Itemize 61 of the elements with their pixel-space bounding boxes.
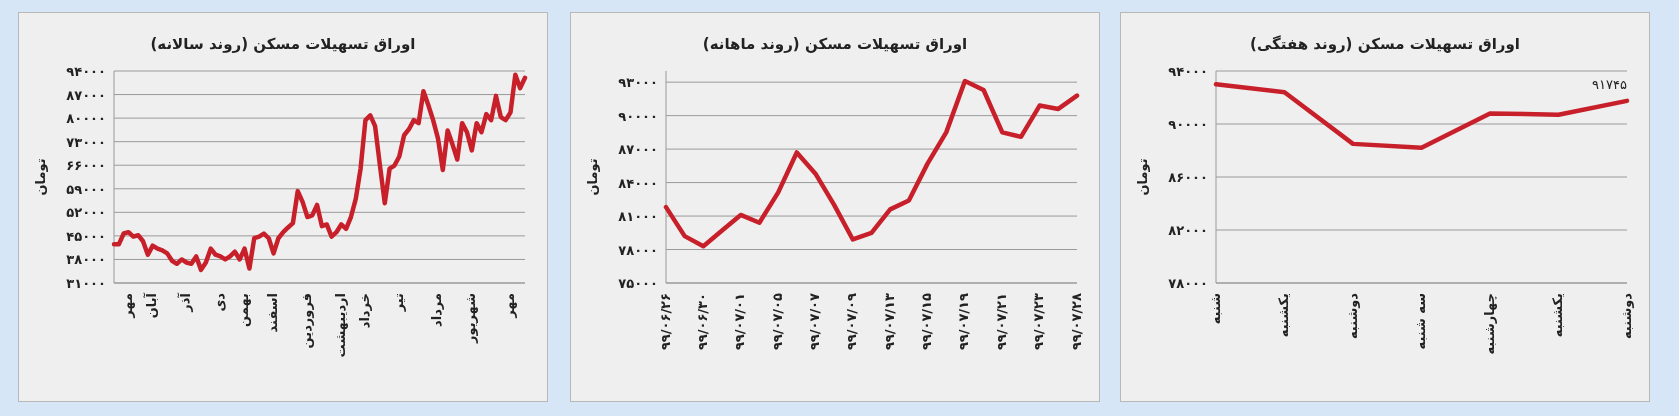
y-axis-title: تومان [1135, 158, 1150, 196]
x-tick-label: دوشنبه [1618, 292, 1634, 340]
x-tick-label: سه شنبه [1413, 293, 1428, 350]
x-tick-label: دوشنبه [1344, 292, 1360, 340]
x-tick-label: ۹۹/۰۶/۲۶ [657, 293, 673, 351]
x-tick-label: آذر [177, 292, 194, 313]
y-tick-label: ۸۴۰۰۰ [618, 175, 658, 191]
y-tick-label: ۳۱۰۰۰ [66, 276, 106, 291]
x-tick-label: چهارشنبه [1481, 293, 1497, 355]
x-tick-label: دی [211, 292, 227, 312]
x-tick-label: یکشنبه [1276, 293, 1291, 338]
y-tick-label: ۶۶۰۰۰ [66, 158, 106, 174]
x-tick-label: ۹۹/۰۷/۰۹ [844, 292, 860, 351]
y-tick-label: ۸۶۰۰۰ [1168, 170, 1208, 185]
x-tick-label: خرداد [356, 293, 372, 329]
x-tick-label: یکشنبه [1550, 293, 1565, 338]
x-tick-label: ۹۹/۰۷/۰۱ [732, 293, 748, 351]
y-tick-label: ۸۱۰۰۰ [618, 209, 658, 225]
x-tick-label: ۹۹/۰۷/۱۵ [919, 292, 935, 351]
x-tick-label: بهمن [236, 293, 252, 327]
x-tick-label: شهریور [463, 293, 479, 344]
x-tick-label: اردیبهشت [332, 293, 348, 358]
x-tick-label: اسفند [265, 293, 281, 333]
y-tick-label: ۵۹۰۰۰ [66, 181, 106, 197]
x-tick-label: شنبه [1207, 293, 1223, 325]
title: اوراق تسهیلات مسکن (روند سالانه) [150, 35, 416, 53]
x-tick-label: ۹۹/۰۷/۲۱ [993, 293, 1009, 351]
y-tick-label: ۷۳۰۰۰ [66, 134, 106, 150]
x-tick-label: ۹۹/۰۷/۰۷ [806, 292, 822, 351]
y-tick-label: ۸۷۰۰۰ [66, 87, 106, 103]
y-tick-label: ۸۰۰۰۰ [66, 111, 106, 127]
x-tick-label: مهر [120, 293, 136, 319]
x-tick-label: فروردین [298, 293, 314, 349]
y-axis-title: تومان [585, 158, 600, 196]
y-tick-label: ۵۲۰۰۰ [66, 205, 106, 221]
y-tick-label: ۷۸۰۰۰ [618, 242, 658, 258]
y-tick-label: ۹۴۰۰۰ [66, 64, 106, 79]
y-tick-label: ۹۳۰۰۰ [618, 75, 658, 91]
x-tick-label: آبان [143, 292, 160, 319]
title: اوراق تسهیلات مسکن (روند ماهانه) [702, 35, 968, 53]
x-tick-label: مرداد [429, 293, 445, 327]
x-tick-label: تیر [390, 293, 406, 313]
x-tick-label: ۹۹/۰۷/۲۳ [1031, 292, 1047, 351]
y-tick-label: ۷۵۰۰۰ [618, 276, 658, 291]
x-tick-label: ۹۹/۰۷/۲۸ [1068, 292, 1084, 351]
y-tick-label: ۸۲۰۰۰ [1168, 223, 1208, 238]
y-tick-label: ۸۷۰۰۰ [618, 142, 658, 158]
x-tick-label: ۹۹/۰۷/۱۳ [881, 292, 897, 351]
y-tick-label: ۴۵۰۰۰ [66, 228, 106, 244]
data-label: ۹۱۷۴۵ [1592, 76, 1628, 92]
y-tick-label: ۹۰۰۰۰ [1168, 117, 1208, 132]
y-tick-label: ۹۴۰۰۰ [1168, 64, 1208, 79]
y-axis-title: تومان [33, 158, 48, 196]
y-tick-label: ۹۰۰۰۰ [618, 108, 658, 124]
x-tick-label: ۹۹/۰۶/۳۰ [694, 293, 710, 351]
y-tick-label: ۳۸۰۰۰ [66, 252, 106, 268]
title: اوراق تسهیلات مسکن (روند هفتگی) [1250, 35, 1520, 53]
x-tick-label: ۹۹/۰۷/۱۹ [956, 292, 972, 351]
x-tick-label: مهر [501, 293, 517, 319]
y-tick-label: ۷۸۰۰۰ [1168, 276, 1208, 291]
x-tick-label: ۹۹/۰۷/۰۵ [769, 292, 785, 351]
